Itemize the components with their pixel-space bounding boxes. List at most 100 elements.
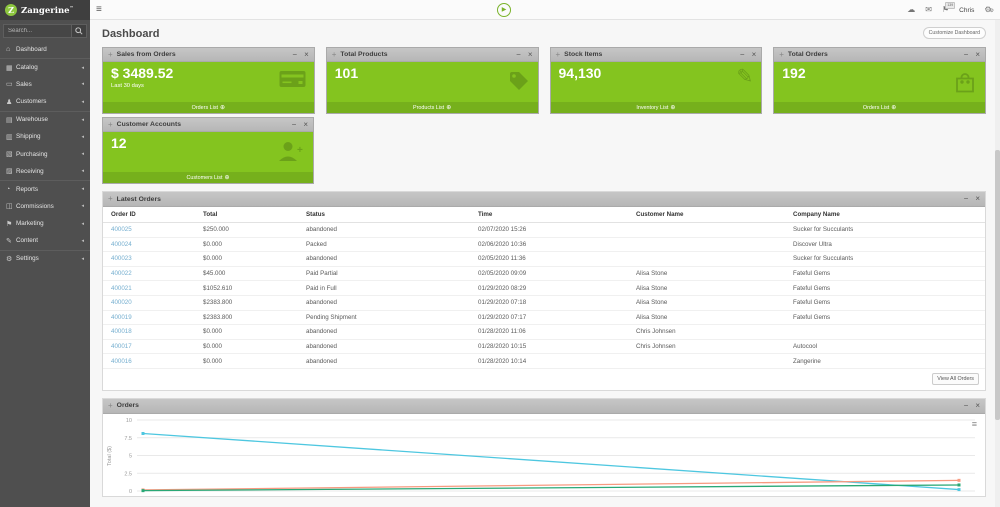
order-id-link[interactable]: 400021: [111, 284, 132, 292]
chevron-left-icon: ◂: [81, 133, 84, 140]
user-menu[interactable]: Chris: [959, 6, 975, 14]
svg-text:10: 10: [126, 418, 132, 424]
plus-circle-icon: ⊕: [446, 105, 452, 111]
widget-value: 101: [334, 65, 359, 81]
minimize-button[interactable]: −: [516, 49, 521, 59]
chevron-left-icon: ◂: [81, 116, 84, 123]
sidebar-item-customers[interactable]: ♟ Customers ◂: [6, 98, 84, 106]
sidebar-item-content[interactable]: ✎ Content ◂: [6, 237, 84, 245]
brand-name: Zangerine™: [21, 4, 74, 16]
table-row: 400023 $0.000 abandoned 02/05/2020 11:36 Suc…: [103, 252, 985, 267]
move-icon[interactable]: +: [108, 194, 113, 203]
order-id-link[interactable]: 400016: [111, 357, 132, 365]
close-button[interactable]: ×: [975, 400, 980, 410]
search-input[interactable]: [3, 24, 72, 38]
trademark-symbol: ™: [69, 4, 74, 10]
catalog-icon: ▦: [6, 64, 13, 72]
customize-dashboard-button[interactable]: Customize Dashboard: [922, 27, 986, 39]
widget-title: Stock Items: [564, 51, 603, 58]
scrollbar: [995, 20, 1000, 507]
panel-title: Latest Orders: [116, 195, 161, 203]
play-button[interactable]: ▶: [497, 3, 511, 17]
customers-list-link[interactable]: Customers List ⊕: [102, 172, 314, 184]
plus-circle-icon: ⊕: [670, 105, 676, 111]
move-icon[interactable]: +: [331, 49, 337, 59]
sidebar-item-dashboard[interactable]: ⌂ Dashboard: [6, 46, 47, 54]
widget-total-products: + Total Products − × 101 Products List ⊕: [325, 47, 539, 114]
sidebar-item-receiving[interactable]: ▨ Receiving ◂: [6, 167, 84, 176]
close-button[interactable]: ×: [975, 194, 980, 203]
widget-value: 94,130: [558, 65, 602, 81]
order-id-link[interactable]: 400017: [111, 343, 132, 351]
move-icon[interactable]: +: [555, 49, 561, 59]
close-button[interactable]: ×: [304, 49, 309, 59]
table-row: 400020 $2383.800 abandoned 01/29/2020 07:18…: [103, 296, 985, 311]
close-button[interactable]: ×: [975, 49, 980, 59]
settings-icon: ⚙: [6, 255, 13, 263]
sidebar-item-warehouse[interactable]: ▤ Warehouse ◂: [0, 110, 90, 128]
chevron-left-icon: ◂: [81, 186, 84, 193]
sidebar-item-settings[interactable]: ⚙ Settings ◂: [0, 249, 90, 267]
move-icon[interactable]: +: [108, 400, 113, 410]
sidebar-item-commissions[interactable]: ◫ Commissions ◂: [6, 202, 84, 211]
main-content: Dashboard Customize Dashboard + Sales fro…: [90, 20, 1000, 507]
page-title: Dashboard: [102, 28, 160, 40]
inventory-list-link[interactable]: Inventory List ⊕: [549, 102, 763, 114]
sidebar-item-sales[interactable]: ▭ Sales ◂: [6, 80, 84, 89]
latest-orders-panel: + Latest Orders − × Order ID Total Status Tim…: [102, 191, 986, 391]
panel-title: Orders: [116, 402, 139, 410]
sidebar-item-catalog[interactable]: ▦ Catalog ◂: [0, 58, 90, 75]
minimize-button[interactable]: −: [292, 49, 298, 59]
scrollbar-thumb[interactable]: [995, 150, 1000, 420]
sidebar-item-reports[interactable]: ◔ Reports ◂: [0, 180, 90, 197]
widgets-row-2: + Customer Accounts − × 12 + Customers Lis…: [102, 117, 986, 184]
orders-list-link[interactable]: Orders List ⊕: [102, 102, 315, 114]
minimize-button[interactable]: −: [963, 49, 969, 59]
gears-icon[interactable]: ⚙⚙: [984, 5, 994, 14]
order-id-link[interactable]: 400023: [111, 255, 132, 263]
mail-icon[interactable]: ✉: [925, 5, 932, 14]
move-icon[interactable]: +: [779, 49, 784, 59]
sidebar-item-shipping[interactable]: ▥ Shipping ◂: [6, 133, 84, 141]
search-button[interactable]: [72, 24, 87, 38]
move-icon[interactable]: +: [108, 119, 113, 129]
close-button[interactable]: ×: [751, 49, 757, 59]
svg-text:+: +: [297, 145, 303, 156]
chevron-left-icon: ◂: [81, 64, 84, 71]
topbar: Z Zangerine™ ≡ ▶ ☁ ✉ ⚑ 139 Chris ⚙⚙: [0, 0, 1000, 20]
orders-list-link[interactable]: Orders List ⊕: [773, 102, 986, 114]
order-id-link[interactable]: 400022: [111, 270, 132, 278]
view-all-orders-button[interactable]: View All Orders: [932, 372, 979, 385]
chevron-left-icon: ◂: [81, 81, 84, 88]
sidebar-item-purchasing[interactable]: ▧ Purchasing ◂: [6, 150, 84, 159]
brand[interactable]: Z Zangerine™: [0, 0, 90, 20]
minimize-button[interactable]: −: [963, 194, 969, 203]
flag-icon[interactable]: ⚑ 139: [942, 2, 956, 14]
order-id-link[interactable]: 400020: [111, 299, 132, 307]
order-id-link[interactable]: 400018: [111, 328, 132, 336]
table-row: 400017 $0.000 abandoned 01/28/2020 10:15 Chr…: [103, 340, 985, 355]
close-button[interactable]: ×: [303, 119, 308, 129]
order-id-link[interactable]: 400025: [111, 226, 132, 234]
widget-title: Customer Accounts: [116, 121, 181, 128]
minimize-button[interactable]: −: [739, 49, 745, 59]
close-button[interactable]: ×: [527, 49, 533, 59]
cloud-icon[interactable]: ☁: [907, 5, 916, 14]
warehouse-icon: ▤: [6, 116, 13, 124]
shopping-bag-icon: [956, 73, 974, 93]
chevron-left-icon: ◂: [81, 237, 84, 244]
hamburger-icon[interactable]: ≡: [96, 4, 102, 15]
chart-menu-icon[interactable]: ≡: [971, 418, 977, 429]
products-list-link[interactable]: Products List ⊕: [325, 102, 539, 114]
order-id-link[interactable]: 400024: [111, 240, 132, 248]
chevron-left-icon: ◂: [81, 203, 84, 210]
search-icon: [75, 27, 83, 35]
svg-text:Total ($): Total ($): [107, 446, 113, 466]
widget-customer-accounts: + Customer Accounts − × 12 + Customers Lis…: [102, 117, 314, 184]
sidebar-item-marketing[interactable]: ⚑ Marketing ◂: [6, 220, 84, 228]
move-icon[interactable]: +: [108, 49, 113, 59]
topbar-actions: ☁ ✉ ⚑ 139 Chris ⚙⚙: [907, 0, 994, 20]
minimize-button[interactable]: −: [291, 119, 297, 129]
order-id-link[interactable]: 400019: [111, 313, 132, 321]
minimize-button[interactable]: −: [963, 400, 969, 410]
